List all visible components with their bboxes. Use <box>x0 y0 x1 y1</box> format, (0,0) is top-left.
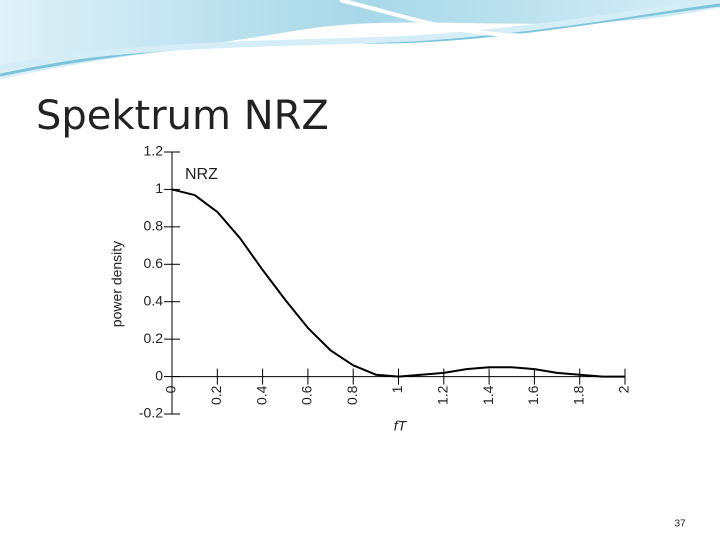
y-tick-label: 0.6 <box>144 255 164 271</box>
y-tick-label: 0.2 <box>144 330 164 346</box>
x-axis-label: fT <box>394 418 408 434</box>
x-tick-label: 0.2 <box>208 385 224 405</box>
x-tick-label: 1.8 <box>570 385 586 405</box>
x-tick-label: 0 <box>163 385 179 393</box>
x-tick-label: 0.4 <box>253 385 269 405</box>
y-tick-label: 0.8 <box>144 218 164 234</box>
x-tick-label: 2 <box>616 385 632 393</box>
y-tick-label: 1.2 <box>144 143 164 159</box>
y-axis-label: power density <box>109 241 125 327</box>
x-tick-label: 1.4 <box>480 385 496 405</box>
x-tick-label: 1 <box>389 385 405 393</box>
y-tick-label: -0.2 <box>139 405 163 421</box>
x-tick-label: 0.6 <box>299 385 315 405</box>
slide-title: Spektrum NRZ <box>36 93 329 139</box>
header-decoration <box>0 0 720 80</box>
x-tick-label: 1.6 <box>525 385 541 405</box>
annotation: NRZ <box>185 166 218 183</box>
x-tick-label: 0.8 <box>344 385 360 405</box>
y-tick-label: 0.4 <box>144 292 164 308</box>
y-tick-label: 1 <box>155 180 163 196</box>
x-tick-label: 1.2 <box>435 385 451 405</box>
line-series <box>171 188 625 378</box>
page-number: 37 <box>674 519 686 530</box>
y-tick-label: 0 <box>155 367 163 383</box>
